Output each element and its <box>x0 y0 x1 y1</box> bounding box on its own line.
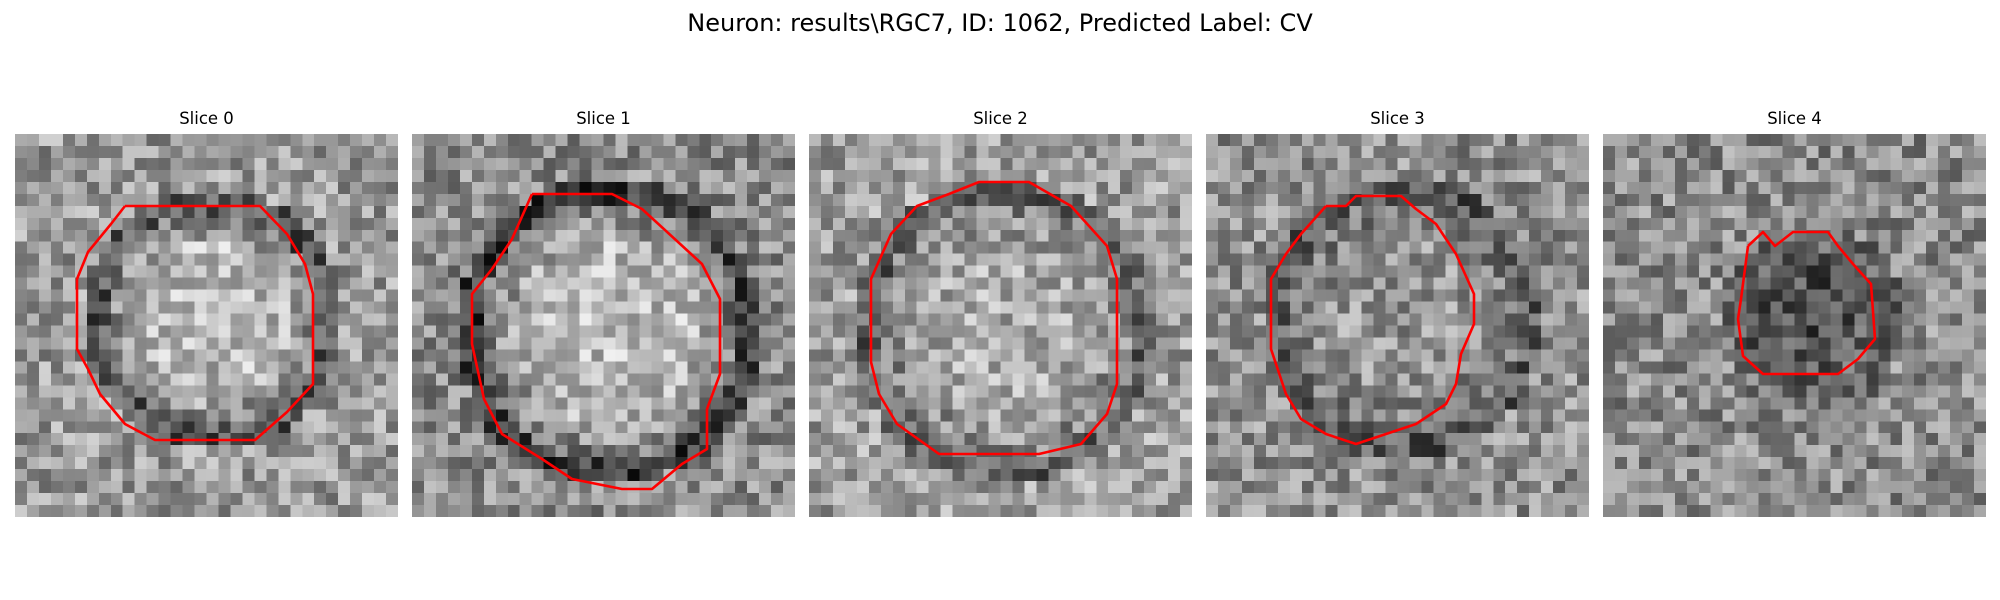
roi-contour-overlay <box>1736 230 1877 376</box>
slice-image <box>1603 134 1986 517</box>
slice-title: Slice 2 <box>973 109 1028 128</box>
slice-title: Slice 3 <box>1370 109 1425 128</box>
roi-contour <box>1269 194 1476 446</box>
slice-panel-3: Slice 3 <box>1206 108 1589 518</box>
slice-panel-4: Slice 4 <box>1603 108 1986 518</box>
slice-title: Slice 0 <box>179 109 234 128</box>
slice-image <box>412 134 795 517</box>
slice-panel-0: Slice 0 <box>15 108 398 518</box>
roi-contour <box>1736 230 1877 376</box>
roi-contour <box>470 192 722 491</box>
slice-title: Slice 1 <box>576 109 631 128</box>
slice-image <box>15 134 398 517</box>
slice-panel-1: Slice 1 <box>412 108 795 518</box>
roi-contour-overlay <box>1269 194 1476 446</box>
roi-contour <box>75 204 315 442</box>
roi-contour-overlay <box>470 192 722 491</box>
figure-title: Neuron: results\RGC7, ID: 1062, Predicte… <box>687 9 1313 37</box>
roi-contour-overlay <box>75 204 315 442</box>
roi-contour <box>869 180 1119 456</box>
roi-contour-overlay <box>869 180 1119 456</box>
slice-title: Slice 4 <box>1767 109 1822 128</box>
slice-panel-2: Slice 2 <box>809 108 1192 518</box>
